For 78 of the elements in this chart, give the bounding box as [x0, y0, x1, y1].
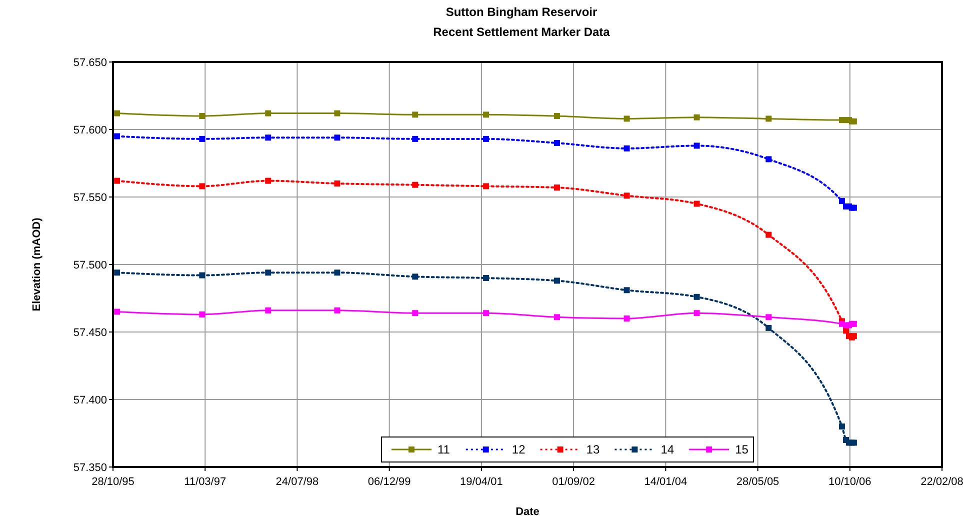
chart-title: Sutton Bingham Reservoir — [446, 5, 598, 19]
point — [114, 110, 120, 116]
y-tick-label: 57.550 — [73, 192, 107, 204]
point — [554, 140, 560, 146]
point — [554, 278, 560, 284]
y-tick-label: 57.350 — [73, 462, 107, 474]
point — [412, 274, 418, 280]
point — [624, 116, 630, 122]
point — [114, 178, 120, 184]
point — [483, 112, 490, 118]
point — [554, 113, 560, 119]
y-tick-label: 57.400 — [73, 394, 107, 406]
point — [265, 270, 272, 276]
point — [483, 183, 490, 190]
point — [483, 310, 490, 316]
point — [483, 136, 490, 142]
point — [412, 136, 418, 142]
point — [199, 311, 206, 318]
point — [694, 294, 700, 300]
point — [766, 116, 772, 122]
legend-label: 11 — [438, 442, 450, 457]
point — [694, 142, 700, 149]
point — [483, 275, 490, 281]
chart-subtitle: Recent Settlement Marker Data — [433, 25, 610, 39]
point — [766, 156, 772, 162]
point — [265, 134, 272, 141]
point — [334, 307, 340, 314]
point — [694, 200, 700, 207]
x-tick-label: 06/12/99 — [368, 476, 411, 488]
point — [265, 110, 272, 116]
legend-label: 15 — [735, 442, 749, 457]
y-axis-title: Elevation (mAOD) — [31, 217, 43, 312]
point — [114, 270, 120, 276]
point — [334, 134, 340, 141]
point — [265, 178, 272, 184]
y-tick-label: 57.450 — [73, 326, 107, 339]
point — [334, 180, 340, 186]
x-tick-label: 22/02/08 — [920, 476, 963, 488]
point — [412, 310, 418, 316]
point — [766, 324, 772, 331]
point — [694, 310, 700, 316]
point — [554, 314, 560, 320]
point — [199, 136, 206, 142]
x-tick-label: 14/01/04 — [644, 476, 688, 488]
point — [334, 270, 340, 276]
point — [114, 133, 120, 140]
point — [838, 198, 845, 204]
point — [624, 316, 630, 322]
point — [199, 113, 206, 119]
point — [412, 112, 418, 118]
point — [766, 314, 772, 320]
legend-label: 12 — [512, 442, 526, 457]
point — [624, 287, 630, 294]
y-tick-label: 57.600 — [73, 124, 107, 136]
x-tick-label: 19/04/01 — [460, 476, 503, 488]
x-tick-label: 10/10/06 — [828, 476, 872, 488]
point — [838, 424, 845, 430]
point — [114, 308, 120, 315]
x-tick-label: 01/09/02 — [552, 476, 595, 488]
x-tick-label: 24/07/98 — [276, 476, 319, 488]
x-axis-title: Date — [516, 506, 540, 518]
point — [694, 114, 700, 120]
x-tick-label: 28/10/95 — [92, 476, 134, 488]
x-tick-label: 11/03/97 — [184, 476, 226, 488]
point — [199, 272, 206, 278]
point — [624, 145, 630, 152]
point — [199, 183, 206, 190]
legend-label: 14 — [660, 442, 674, 457]
legend-label: 13 — [586, 442, 600, 457]
y-tick-label: 57.500 — [73, 259, 107, 272]
point — [624, 192, 630, 199]
x-tick-label: 28/05/05 — [736, 476, 780, 488]
y-tick-label: 57.650 — [73, 56, 107, 69]
point — [265, 307, 272, 314]
point — [554, 184, 560, 191]
point — [766, 232, 772, 238]
point — [334, 110, 340, 116]
point — [412, 182, 418, 188]
